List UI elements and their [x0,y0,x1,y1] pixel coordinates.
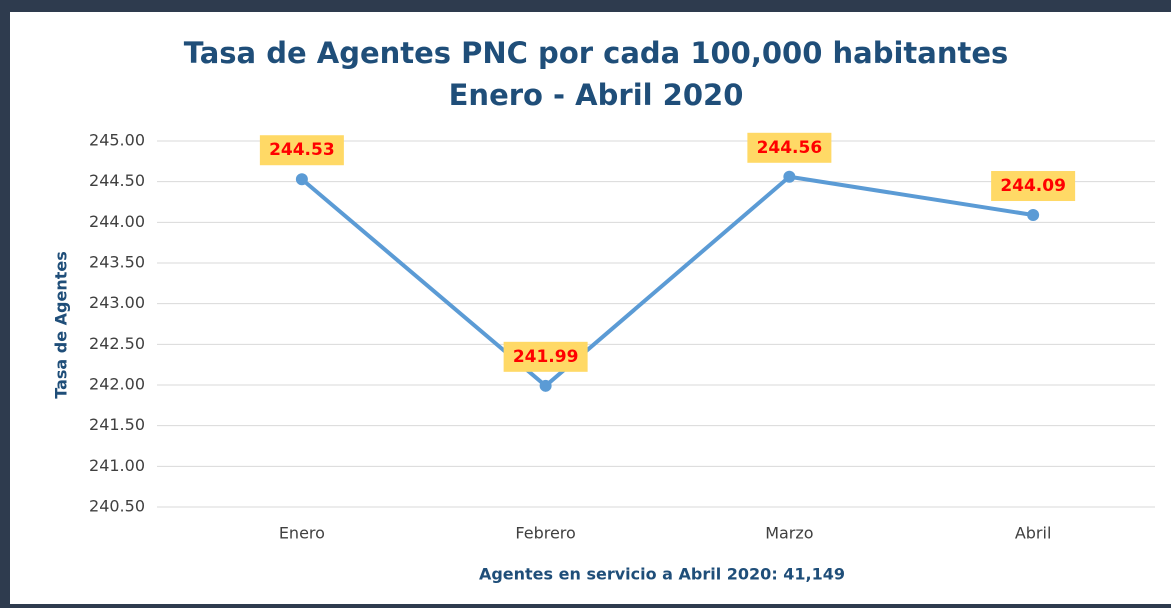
chart-background [10,12,1171,604]
data-label-box [503,341,588,372]
x-tick-label: Enero [279,524,325,543]
y-tick-label: 245.00 [89,131,145,150]
line [300,174,1034,388]
marker [1027,209,1040,222]
x-tick-label: Marzo [765,524,813,543]
y-tick-label: 243.50 [89,253,145,272]
y-tick-label: 241.00 [89,456,145,475]
x-tick-label: Febrero [515,524,575,543]
chart-title: Tasa de Agentes PNC por cada 100,000 hab… [184,36,1009,70]
y-tick-label: 242.50 [89,334,145,353]
y-tick-label: 244.50 [89,171,145,190]
data-label: 244.09 [1000,176,1066,196]
y-tick-label: 244.00 [89,212,145,231]
y-tick-label: 243.00 [89,293,145,312]
marker [539,379,552,392]
data-label: 244.53 [269,140,335,160]
data-label: 244.56 [757,138,823,158]
y-tick-label: 240.50 [89,497,145,516]
chart-subtitle: Enero - Abril 2020 [449,78,744,112]
x-tick-label: Abril [1015,524,1052,543]
marker [783,170,796,183]
y-axis-title: Tasa de Agentes [52,251,71,399]
data-label-box [991,171,1076,202]
marker [295,173,308,186]
data-label-box [747,132,832,163]
data-label: 241.99 [513,347,579,367]
data-label-box [259,135,344,166]
x-axis-title: Agentes en servicio a Abril 2020: 41,149 [479,565,845,584]
y-tick-label: 241.50 [89,415,145,434]
y-tick-label: 242.00 [89,375,145,394]
